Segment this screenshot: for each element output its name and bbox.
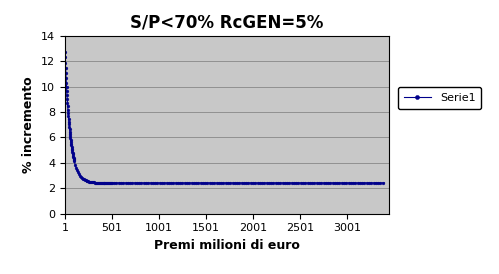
Serie1 [239,181,245,185]
Serie1 [111,181,117,185]
X-axis label: Premi milioni di euro: Premi milioni di euro [154,239,300,252]
Serie1 [67,129,73,132]
Serie1 [290,181,296,185]
Legend: Serie1: Serie1 [398,87,482,109]
Serie1 [263,181,269,185]
Y-axis label: % incremento: % incremento [22,76,35,173]
Line: Serie1: Serie1 [63,50,386,184]
Serie1 [382,181,388,185]
Title: S/P<70% RcGEN=5%: S/P<70% RcGEN=5% [130,13,324,31]
Serie1 [282,181,288,185]
Serie1 [62,50,68,53]
Serie1 [127,181,133,185]
